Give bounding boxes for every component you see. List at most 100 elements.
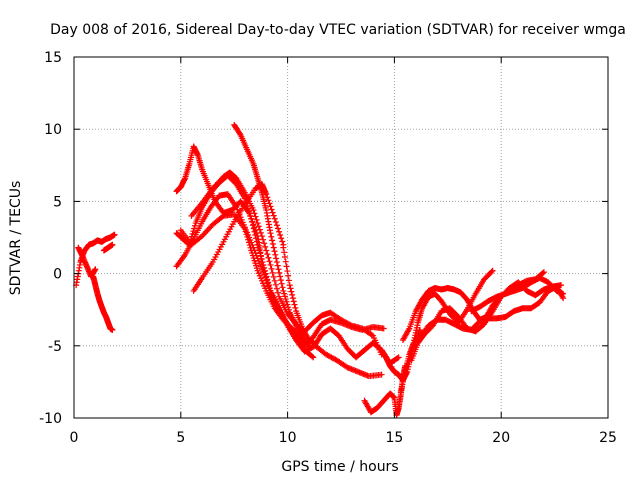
data-point [92, 266, 99, 273]
y-tick-label: 10 [44, 122, 62, 138]
data-point [284, 301, 291, 308]
data-point [283, 263, 290, 270]
x-tick-label: 15 [385, 430, 403, 446]
data-point [270, 273, 277, 280]
data-point [274, 262, 281, 269]
data-point [269, 240, 276, 247]
data-point [263, 191, 270, 198]
data-series [73, 121, 567, 419]
data-point [368, 331, 375, 338]
data-point [277, 231, 284, 238]
data-point [489, 267, 496, 274]
data-point [292, 304, 299, 311]
data-point [310, 354, 317, 361]
data-point [247, 244, 254, 251]
data-point [111, 231, 118, 238]
data-point [257, 229, 264, 236]
data-point [288, 288, 295, 295]
data-point [270, 212, 277, 219]
data-point [286, 282, 293, 289]
data-point [279, 284, 286, 291]
data-point [283, 298, 290, 305]
plot-frame [73, 56, 609, 419]
data-point [269, 237, 276, 244]
data-point [273, 222, 280, 229]
x-axis-label: GPS time / hours [281, 459, 398, 475]
x-tick-label: 25 [599, 430, 617, 446]
data-point [265, 254, 272, 261]
data-point [273, 259, 280, 266]
data-point [267, 203, 274, 210]
data-point [268, 233, 275, 240]
data-point [281, 290, 288, 297]
data-point [380, 325, 387, 332]
data-point [284, 268, 291, 275]
data-point [394, 355, 401, 362]
data-point [272, 251, 279, 258]
data-point [258, 233, 265, 240]
data-point [558, 282, 565, 289]
data-point [290, 298, 297, 305]
data-point [260, 268, 267, 275]
data-point [280, 287, 287, 294]
series-arc-16 [397, 267, 496, 396]
plot-border [73, 56, 609, 419]
data-point [271, 277, 278, 284]
data-point [253, 238, 260, 245]
data-point [255, 244, 262, 251]
data-point [291, 301, 298, 308]
data-point [191, 222, 198, 229]
data-point [275, 266, 282, 273]
y-tick-label: 0 [53, 267, 62, 283]
data-point [250, 207, 257, 214]
y-axis-label: SDTVAR / TECUs [8, 181, 24, 296]
data-point [539, 270, 546, 277]
data-point [246, 242, 253, 249]
data-point [256, 226, 263, 233]
data-point [278, 235, 285, 242]
data-point [277, 273, 284, 280]
data-point [276, 228, 283, 235]
data-point [272, 281, 279, 288]
data-point [242, 228, 249, 235]
data-point [270, 244, 277, 251]
data-point [281, 253, 288, 260]
data-point [249, 222, 256, 229]
data-point [266, 258, 273, 265]
data-point [488, 268, 495, 275]
data-point [289, 291, 296, 298]
data-point [282, 296, 289, 303]
y-tick-label: 5 [53, 194, 62, 210]
series-arc-19 [417, 283, 567, 341]
data-point [281, 249, 288, 256]
data-point [269, 269, 276, 276]
data-point [241, 225, 248, 232]
data-point [255, 223, 262, 230]
data-point [258, 266, 265, 273]
data-point [245, 236, 252, 243]
data-point [236, 130, 243, 137]
data-point [280, 244, 287, 251]
data-point [282, 258, 289, 265]
data-point [347, 321, 354, 328]
data-point [109, 326, 116, 333]
data-point [287, 285, 294, 292]
data-point [274, 225, 281, 232]
data-point [265, 197, 272, 204]
data-point [109, 241, 116, 248]
data-point [268, 265, 275, 272]
data-point [262, 274, 269, 281]
data-point [251, 228, 258, 235]
series-arc-8 [177, 211, 312, 349]
axis-ticks: 0 5 10 15 20 25 -10 -5 0 5 10 15 [39, 50, 617, 446]
data-point [249, 218, 256, 225]
data-point [273, 255, 280, 262]
data-point [248, 215, 255, 222]
data-point [267, 261, 274, 268]
data-point [256, 260, 263, 267]
data-point [253, 235, 260, 242]
data-point [285, 272, 292, 279]
data-point [305, 342, 312, 349]
data-point [560, 290, 567, 297]
